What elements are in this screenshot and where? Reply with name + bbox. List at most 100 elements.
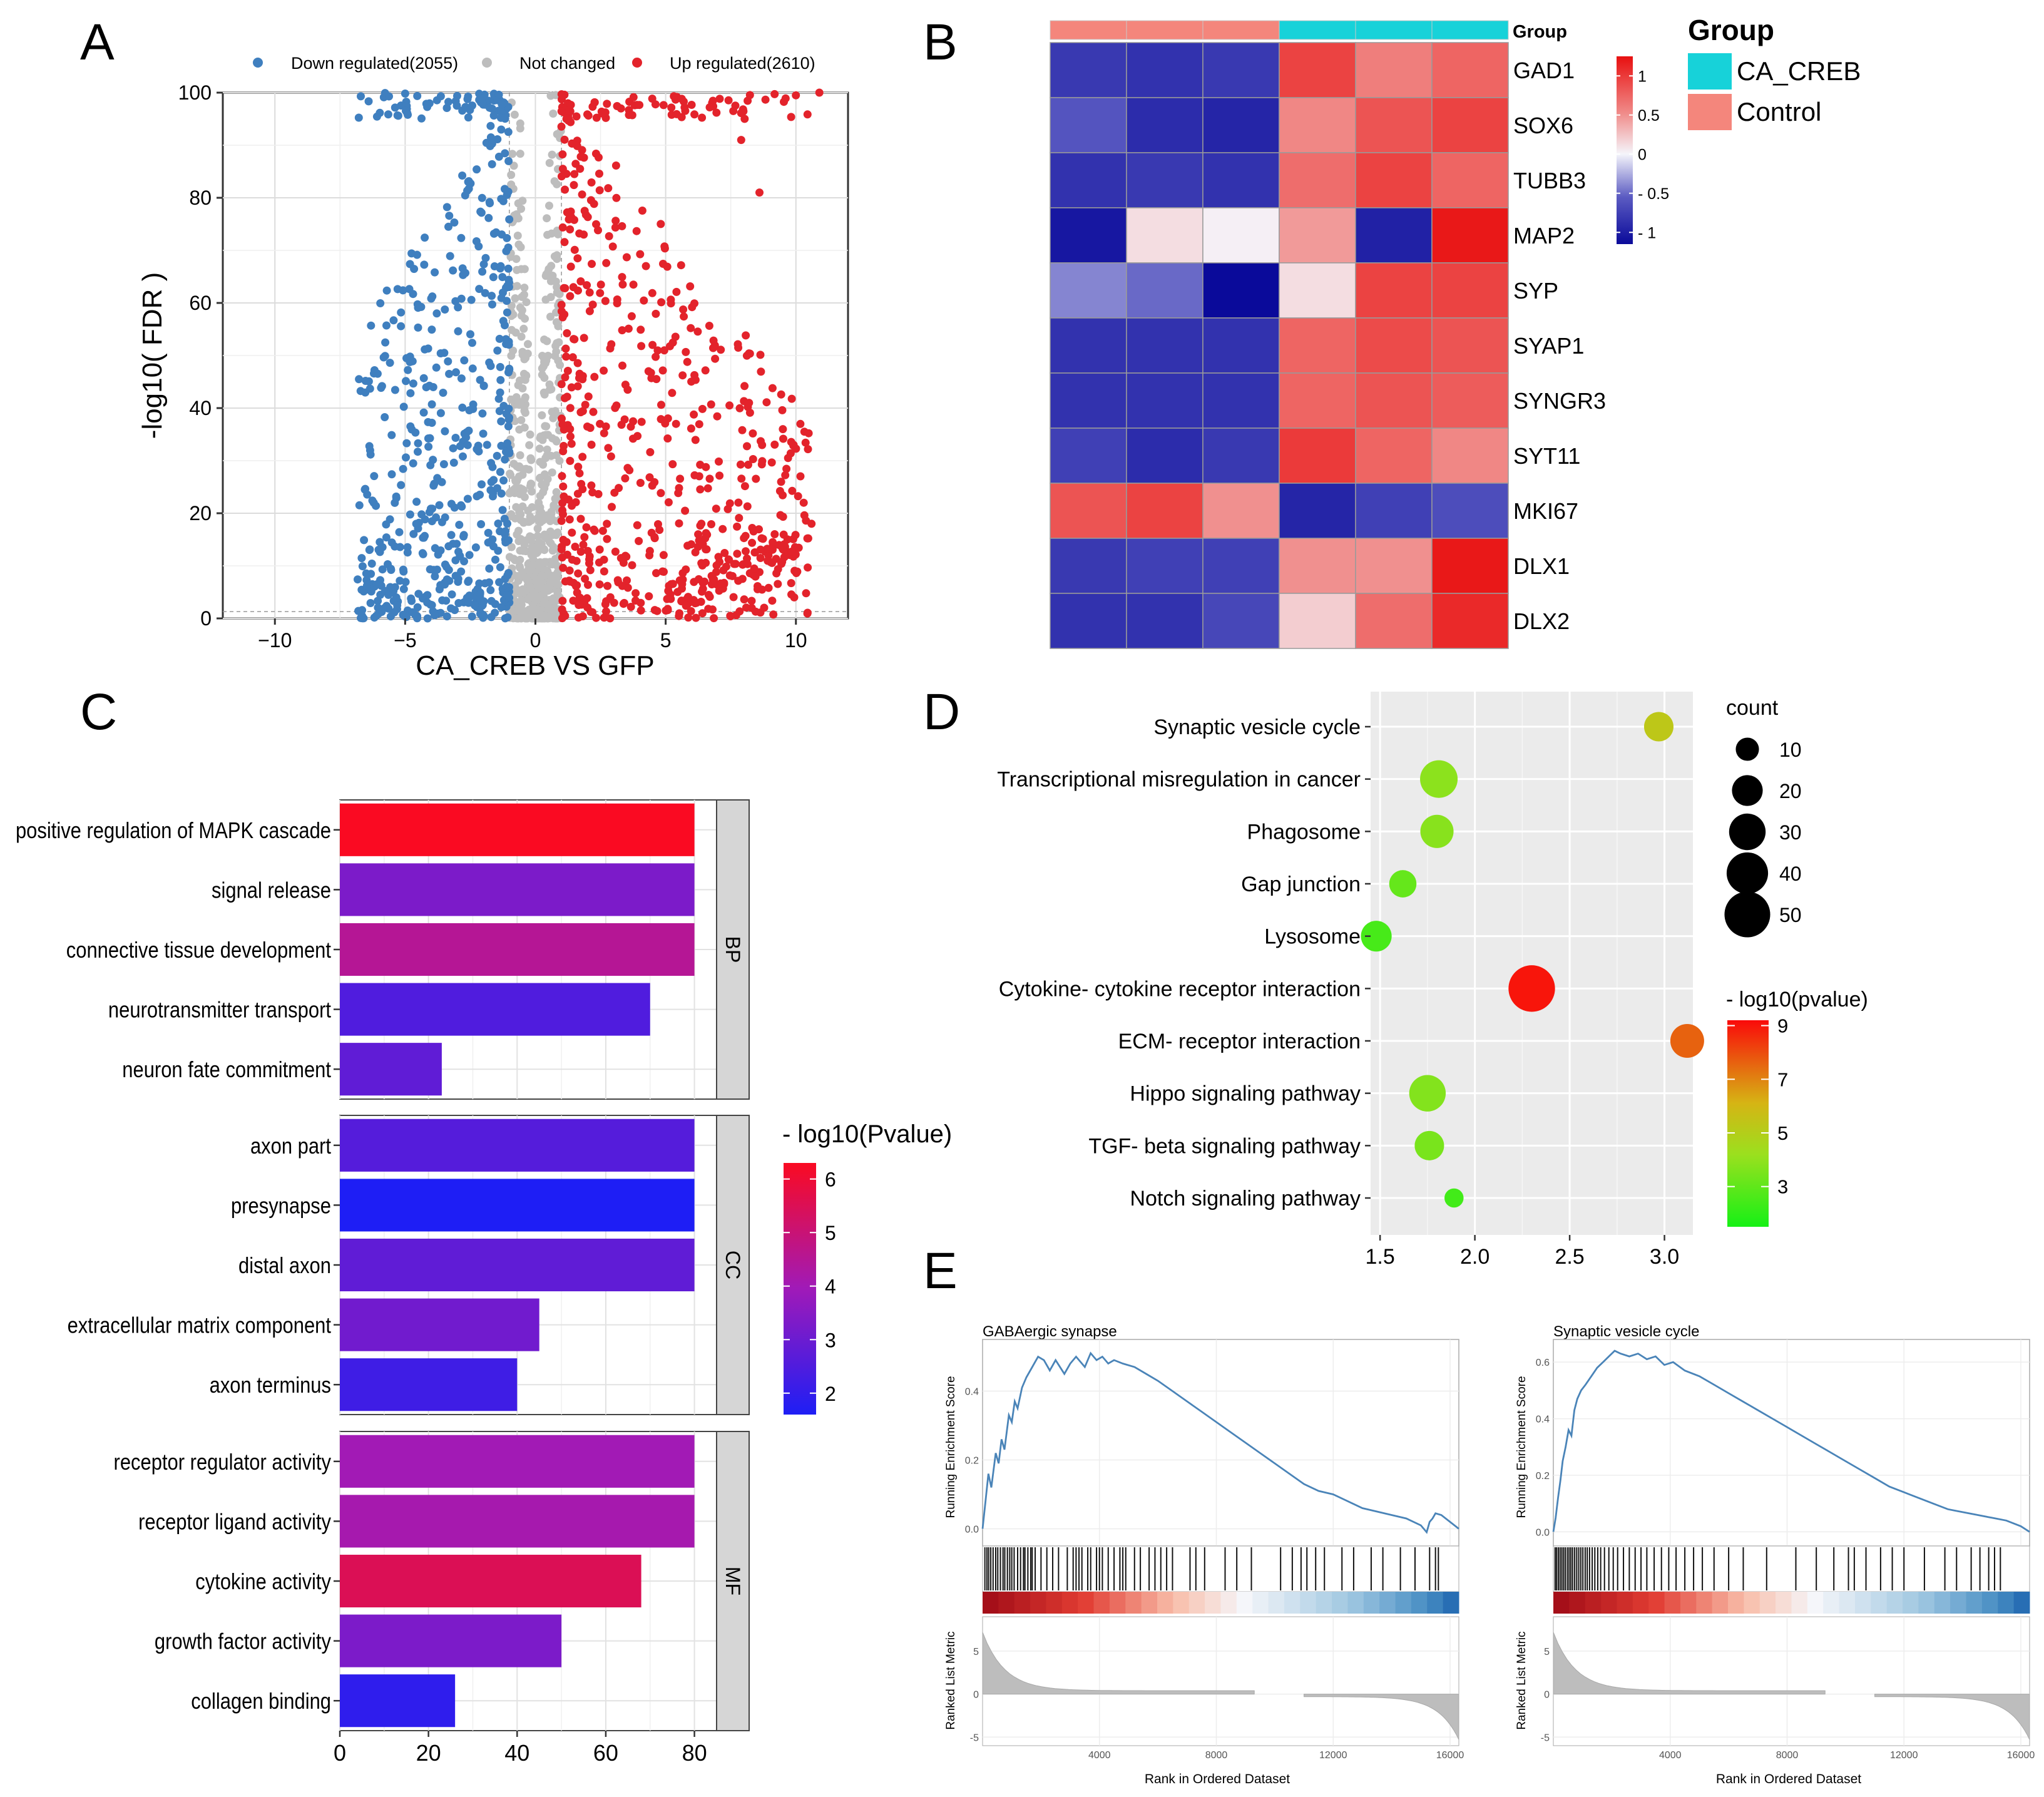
- volcano-point: [456, 442, 464, 451]
- heatmap-cell: [1431, 483, 1509, 539]
- volcano-point: [563, 329, 571, 337]
- heatmap-gene-label: DLX1: [1513, 553, 1570, 579]
- volcano-point: [737, 474, 746, 483]
- heatmap-cell: [1202, 207, 1280, 264]
- volcano-point: [489, 492, 497, 501]
- volcano-point: [409, 530, 418, 538]
- volcano-point: [603, 520, 611, 528]
- volcano-point: [420, 260, 429, 269]
- volcano-point: [600, 555, 608, 564]
- volcano-point: [501, 115, 509, 123]
- volcano-point: [678, 569, 687, 578]
- kegg-pathway-label: ECM- receptor interaction: [1118, 1030, 1361, 1053]
- volcano-point: [781, 94, 790, 103]
- volcano-point: [779, 491, 787, 499]
- volcano-point: [505, 413, 513, 422]
- volcano-point: [588, 300, 597, 309]
- volcano-y-tick-label: 0: [200, 607, 212, 630]
- volcano-point: [573, 254, 582, 263]
- volcano-point: [516, 563, 524, 572]
- gsea-rank-heat-segment: [1078, 1592, 1095, 1614]
- volcano-point: [547, 572, 556, 581]
- volcano-point: [738, 426, 747, 434]
- volcano-point: [431, 572, 439, 581]
- volcano-point: [603, 100, 611, 108]
- volcano-point: [436, 546, 445, 555]
- volcano-point: [399, 464, 407, 473]
- panel-label-e: E: [923, 1242, 958, 1299]
- volcano-point: [466, 179, 475, 188]
- volcano-point: [521, 314, 529, 323]
- volcano-point: [571, 543, 580, 551]
- kegg-pathway-label: Lysosome: [1264, 925, 1361, 949]
- volcano-point: [611, 404, 620, 412]
- volcano-point: [570, 245, 579, 254]
- volcano-point: [725, 555, 733, 564]
- volcano-point: [788, 486, 797, 495]
- volcano-point: [602, 607, 610, 616]
- volcano-point: [586, 608, 595, 616]
- volcano-point: [584, 111, 593, 120]
- volcano-point: [610, 488, 619, 497]
- volcano-point: [687, 324, 695, 332]
- volcano-point: [618, 280, 627, 289]
- volcano-point: [628, 561, 636, 570]
- volcano-point: [489, 229, 498, 238]
- volcano-point: [413, 91, 422, 100]
- volcano-point: [476, 590, 484, 598]
- volcano-point: [414, 439, 422, 448]
- volcano-point: [663, 606, 672, 615]
- volcano-point: [770, 440, 779, 449]
- volcano-point: [457, 501, 466, 509]
- volcano-point: [478, 193, 486, 202]
- volcano-point: [449, 444, 457, 453]
- volcano-point: [587, 178, 596, 187]
- volcano-point: [586, 566, 595, 575]
- volcano-point: [787, 579, 795, 588]
- heatmap-group-cell: [1279, 20, 1356, 40]
- heatmap-cell: [1126, 593, 1203, 649]
- volcano-point: [807, 520, 816, 528]
- volcano-point: [779, 434, 787, 443]
- heatmap-gene-label: SYT11: [1513, 443, 1580, 469]
- volcano-point: [654, 520, 662, 528]
- volcano-point: [515, 508, 524, 516]
- volcano-point: [513, 475, 522, 484]
- volcano-point: [406, 422, 415, 431]
- volcano-point: [404, 366, 412, 374]
- volcano-point: [516, 119, 524, 128]
- volcano-point: [647, 374, 656, 382]
- volcano-point: [621, 474, 630, 483]
- volcano-point: [355, 501, 364, 509]
- volcano-point: [409, 379, 417, 388]
- volcano-point: [595, 545, 604, 554]
- volcano-point: [561, 577, 570, 586]
- heatmap-cell: [1050, 483, 1127, 539]
- go-bar: [340, 923, 695, 976]
- volcano-y-tick-label: 80: [189, 187, 212, 209]
- volcano-point: [551, 494, 560, 503]
- volcano-point: [501, 527, 510, 536]
- volcano-point: [382, 286, 391, 295]
- volcano-point: [558, 499, 567, 508]
- volcano-point: [611, 161, 620, 170]
- volcano-point: [690, 410, 698, 419]
- heatmap-cell: [1050, 593, 1127, 649]
- go-facet-strip: [716, 1431, 750, 1731]
- volcano-point: [382, 321, 391, 330]
- volcano-point: [648, 95, 657, 103]
- volcano-point: [675, 612, 683, 620]
- volcano-point: [742, 331, 750, 340]
- volcano-point: [568, 528, 576, 537]
- volcano-point: [791, 531, 800, 540]
- heatmap-group-bar-label: Group: [1513, 22, 1567, 42]
- kegg-size-legend-label: 20: [1779, 780, 1802, 802]
- legend-dot-up: [632, 58, 642, 68]
- volcano-point: [499, 476, 508, 485]
- volcano-point: [636, 479, 645, 487]
- go-x-tick-label: 0: [334, 1740, 346, 1766]
- gsea-es-frame: [982, 1339, 1459, 1547]
- volcano-point: [462, 433, 470, 442]
- volcano-point: [576, 548, 585, 556]
- kegg-pathway-label: Notch signaling pathway: [1130, 1187, 1361, 1211]
